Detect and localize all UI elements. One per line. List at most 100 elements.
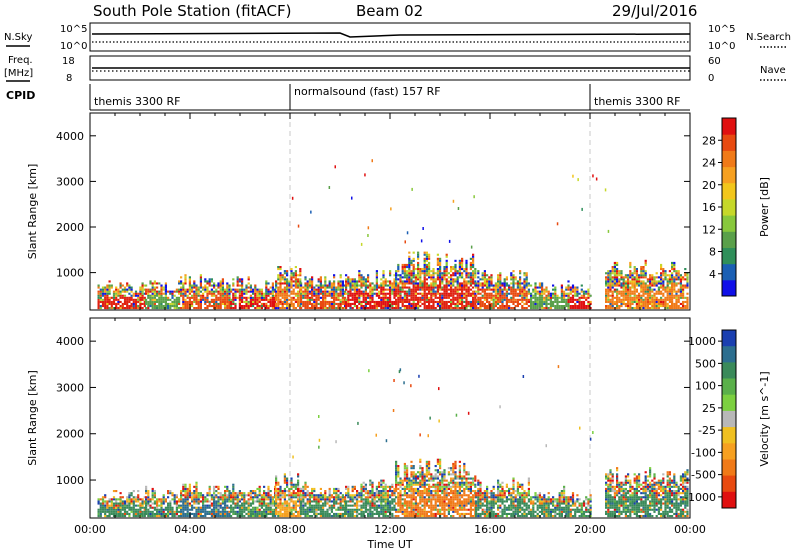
velocity-echo-cell bbox=[304, 494, 307, 497]
power-echo-cell bbox=[184, 294, 187, 297]
velocity-echo-cell bbox=[204, 498, 207, 501]
power-echo-cell bbox=[281, 302, 284, 305]
power-echo-cell bbox=[330, 286, 333, 289]
power-echo-cell bbox=[328, 300, 331, 303]
power-echo-cell bbox=[121, 284, 124, 287]
power-echo-cell bbox=[382, 288, 385, 291]
power-echo-cell bbox=[328, 294, 331, 297]
power-echo-cell bbox=[191, 300, 194, 303]
velocity-echo-cell bbox=[112, 498, 116, 501]
power-echo-cell bbox=[153, 298, 156, 301]
power-echo-cell bbox=[311, 298, 314, 301]
power-echo-cell bbox=[677, 305, 680, 308]
power-echo-cell bbox=[290, 284, 293, 287]
velocity-echo-cell bbox=[180, 508, 183, 511]
power-echo-cell bbox=[441, 302, 444, 305]
velocity-echo-cell bbox=[128, 492, 131, 495]
power-echo-cell bbox=[283, 278, 286, 281]
power-echo-cell bbox=[349, 278, 352, 281]
power-echo-cell bbox=[254, 298, 257, 301]
velocity-echo-cell bbox=[308, 494, 311, 497]
power-echo-cell bbox=[341, 298, 344, 301]
power-echo-cell bbox=[483, 284, 486, 287]
power-echo-cell bbox=[434, 278, 437, 281]
velocity-echo-cell bbox=[328, 487, 331, 490]
power-echo-cell bbox=[417, 300, 420, 303]
power-echo-cell bbox=[436, 268, 439, 271]
power-echo-cell bbox=[644, 259, 647, 262]
power-echo-cell bbox=[228, 302, 231, 305]
power-echo-cell bbox=[345, 305, 348, 308]
power-echo-cell bbox=[443, 302, 446, 305]
power-echo-cell bbox=[490, 284, 493, 287]
velocity-echo-cell bbox=[345, 512, 348, 515]
power-echo-cell bbox=[488, 282, 491, 285]
power-echo-cell bbox=[333, 282, 336, 285]
power-echo-cell bbox=[410, 282, 413, 285]
power-echo-cell bbox=[337, 284, 340, 287]
power-echo-cell bbox=[492, 307, 495, 310]
power-echo-cell bbox=[686, 292, 689, 295]
velocity-echo-cell bbox=[339, 498, 342, 501]
power-echo-cell bbox=[99, 292, 102, 295]
power-echo-cell bbox=[421, 286, 424, 289]
power-echo-cell bbox=[247, 276, 250, 279]
power-echo-cell bbox=[512, 280, 515, 283]
power-echo-cell bbox=[514, 298, 517, 301]
power-echo-cell bbox=[288, 307, 291, 310]
power-echo-cell bbox=[554, 296, 557, 299]
power-echo-cell bbox=[536, 296, 539, 299]
velocity-echo-cell bbox=[193, 500, 196, 503]
power-echo-cell bbox=[510, 288, 513, 291]
power-echo-cell bbox=[616, 261, 619, 264]
power-echo-cell bbox=[265, 290, 268, 293]
power-echo-cell bbox=[463, 292, 466, 295]
power-echo-cell bbox=[164, 300, 167, 303]
velocity-echo-cell bbox=[322, 510, 325, 513]
velocity-echo-cell bbox=[313, 510, 316, 513]
power-echo-cell bbox=[167, 296, 170, 299]
power-echo-cell bbox=[213, 290, 216, 293]
power-echo-cell bbox=[283, 300, 286, 303]
power-echo-cell bbox=[668, 294, 671, 297]
velocity-echo-cell bbox=[219, 506, 222, 509]
velocity-echo-cell bbox=[195, 487, 198, 490]
power-echo-cell bbox=[525, 294, 528, 297]
velocity-echo-cell bbox=[132, 512, 135, 515]
power-echo-cell bbox=[302, 294, 305, 297]
power-echo-cell bbox=[425, 274, 428, 277]
velocity-echo-cell bbox=[217, 485, 220, 488]
velocity-echo-cell bbox=[315, 508, 318, 511]
power-echo-cell bbox=[382, 307, 385, 310]
power-echo-cell bbox=[454, 305, 457, 308]
velocity-echo-cell bbox=[281, 490, 284, 493]
velocity-echo-cell bbox=[186, 500, 189, 503]
power-echo-cell bbox=[128, 300, 131, 303]
power-echo-cell bbox=[317, 298, 320, 301]
power-echo-cell bbox=[164, 298, 167, 301]
velocity-echo-cell bbox=[330, 506, 333, 509]
power-echo-cell bbox=[479, 288, 482, 291]
power-echo-cell bbox=[472, 302, 475, 305]
power-echo-cell bbox=[523, 294, 526, 297]
power-echo-cell bbox=[609, 294, 612, 297]
velocity-echo-cell bbox=[224, 504, 227, 507]
power-echo-cell bbox=[463, 307, 466, 310]
power-echo-cell bbox=[465, 272, 468, 275]
power-echo-cell bbox=[397, 292, 400, 295]
power-echo-cell bbox=[322, 300, 325, 303]
velocity-echo-cell bbox=[243, 500, 246, 503]
power-echo-cell bbox=[607, 274, 610, 277]
velocity-echo-cell bbox=[162, 502, 165, 505]
power-echo-cell bbox=[382, 280, 385, 283]
power-echo-cell bbox=[137, 300, 140, 303]
power-echo-cell bbox=[108, 307, 111, 310]
velocity-echo-cell bbox=[160, 500, 163, 503]
power-echo-cell bbox=[399, 274, 402, 277]
power-echo-cell bbox=[304, 296, 307, 299]
power-echo-cell bbox=[401, 298, 404, 301]
power-echo-cell bbox=[112, 298, 116, 301]
power-echo-cell bbox=[234, 288, 237, 291]
velocity-echo-cell bbox=[286, 510, 289, 513]
power-echo-cell bbox=[618, 307, 621, 310]
